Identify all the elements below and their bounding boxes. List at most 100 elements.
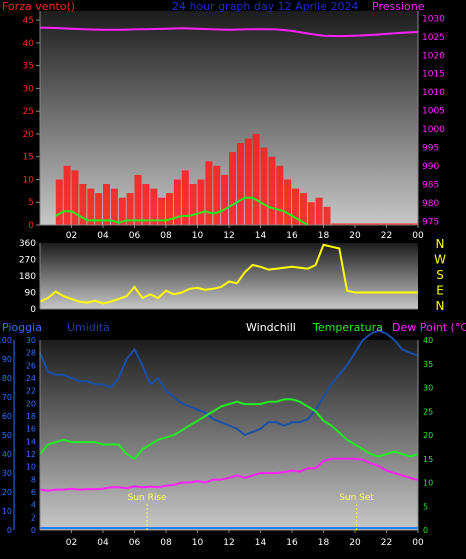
- pioggia-tick-label: 100: [0, 336, 12, 345]
- time-tick-label: 06: [129, 538, 141, 548]
- pioggia-tick-label: 10: [2, 507, 12, 516]
- gust-bar: [221, 174, 229, 225]
- gust-bar: [292, 188, 299, 225]
- temp-tick-label: 30: [423, 384, 433, 393]
- temp-tick-label: 15: [423, 455, 433, 464]
- gust-bar: [252, 133, 260, 225]
- wind-tick-label: 5: [28, 198, 34, 208]
- gust-bar: [87, 188, 95, 225]
- label-temperatura: Temperatura: [312, 321, 383, 334]
- pioggia-tick-label: 0: [7, 526, 12, 535]
- time-tick-label: 04: [97, 538, 109, 548]
- gust-bar: [197, 179, 205, 225]
- gust-bar: [323, 206, 331, 225]
- direction-tick-label: 270: [19, 256, 36, 266]
- time-tick-label: 02: [66, 231, 77, 241]
- wind-speed-line: [55, 196, 309, 226]
- direction-tick-label: 180: [19, 272, 36, 282]
- pressure-tick-label: 1005: [422, 107, 445, 117]
- gust-bar: [158, 197, 166, 225]
- wind-pressure-series: [39, 26, 419, 226]
- time-tick-label: 20: [349, 231, 361, 241]
- time-tick-label: 16: [286, 231, 298, 241]
- umidita-tick-label: 28: [26, 349, 36, 358]
- umidita-tick-label: 6: [31, 488, 36, 497]
- direction-tick-label: 0: [30, 305, 36, 315]
- gust-bar: [307, 202, 315, 225]
- direction-tick-label: 90: [25, 289, 37, 299]
- umidita-tick-label: 30: [26, 336, 36, 345]
- gust-bar: [189, 184, 197, 225]
- dewpoint-line: [39, 457, 419, 492]
- wind-tick-label: 35: [23, 62, 34, 72]
- pioggia-tick-label: 70: [2, 393, 12, 402]
- pressure-tick-label: 1015: [422, 70, 445, 80]
- direction-tick-label: 360: [19, 239, 36, 249]
- time-tick-label: 12: [223, 538, 234, 548]
- gust-bar: [236, 143, 244, 225]
- pressure-tick-label: 1010: [422, 88, 445, 98]
- p2-left-ticks: 0 90 180 270 360: [19, 239, 36, 315]
- umidita-tick-label: 8: [31, 475, 36, 484]
- temp-humidity-series: [39, 329, 419, 529]
- direction-series: [39, 243, 418, 305]
- time-tick-label: 18: [318, 538, 330, 548]
- gust-bar: [63, 165, 71, 225]
- p3-x-ticks: 02 04 06 08 10 12 14 16 18 20 22 00: [66, 530, 424, 548]
- time-tick-label: 08: [160, 538, 172, 548]
- temp-ticks: 0 5 10 15 20 25 30 35 40: [423, 336, 433, 535]
- wind-tick-label: 25: [23, 107, 34, 117]
- graph-title: 24 hour graph day 12 Aprile 2024: [172, 0, 359, 13]
- compass-letter: W: [434, 253, 446, 267]
- gust-bar: [134, 174, 142, 225]
- pressure-tick-label: 980: [422, 199, 439, 209]
- temp-humidity-plot-area: [40, 340, 418, 530]
- temp-tick-label: 10: [423, 479, 433, 488]
- wind-tick-label: 15: [23, 153, 34, 163]
- umidita-tick-label: 20: [26, 399, 36, 408]
- time-tick-label: 16: [286, 538, 298, 548]
- temp-tick-label: 25: [423, 407, 433, 416]
- gust-bar: [95, 193, 103, 225]
- gust-bar: [126, 193, 134, 225]
- temp-tick-label: 5: [423, 502, 428, 511]
- p1-right-ticks: 975 980 985 990 995 1000 1005 1010 1015 1020 1025 1…: [422, 14, 445, 227]
- pressure-tick-label: 1030: [422, 14, 445, 24]
- sun-markers: Sun Rise Sun Set: [128, 493, 374, 530]
- wind-axis-label: Forza vento(): [2, 0, 75, 13]
- time-tick-label: 12: [223, 231, 234, 241]
- gust-bar: [284, 179, 292, 225]
- compass-letter: N: [436, 237, 445, 251]
- temp-tick-label: 0: [423, 526, 428, 535]
- time-tick-label: 08: [160, 231, 172, 241]
- umidita-tick-label: 0: [31, 526, 36, 535]
- gust-bar: [260, 147, 268, 225]
- umidita-tick-label: 12: [26, 450, 36, 459]
- gust-bar: [276, 165, 284, 225]
- gust-bar: [181, 170, 189, 225]
- pressure-line: [39, 26, 419, 38]
- time-tick-label: 22: [381, 231, 392, 241]
- gust-bar: [150, 188, 158, 225]
- gust-bar: [71, 170, 79, 225]
- gust-bar: [110, 188, 118, 225]
- gust-bar: [205, 161, 213, 225]
- time-tick-label: 06: [129, 231, 141, 241]
- gust-bar: [166, 193, 173, 225]
- pioggia-tick-label: 90: [2, 355, 12, 364]
- umidita-tick-label: 24: [26, 374, 36, 383]
- umidita-tick-label: 22: [26, 387, 36, 396]
- gust-bar: [173, 179, 181, 225]
- pressure-tick-label: 1025: [422, 33, 445, 43]
- wind-tick-label: 40: [23, 39, 35, 49]
- time-tick-label: 02: [66, 538, 77, 548]
- pressure-axis-label: Pressione: [372, 0, 425, 13]
- pressure-tick-label: 985: [422, 180, 439, 190]
- pioggia-tick-label: 40: [2, 450, 12, 459]
- umidita-tick-label: 4: [31, 501, 36, 510]
- gust-bar: [244, 138, 252, 225]
- compass-letter: S: [436, 268, 444, 282]
- pioggia-ticks: 0 10 20 30 40 50 60 70 80 90 100: [0, 336, 12, 535]
- pressure-tick-label: 995: [422, 144, 439, 154]
